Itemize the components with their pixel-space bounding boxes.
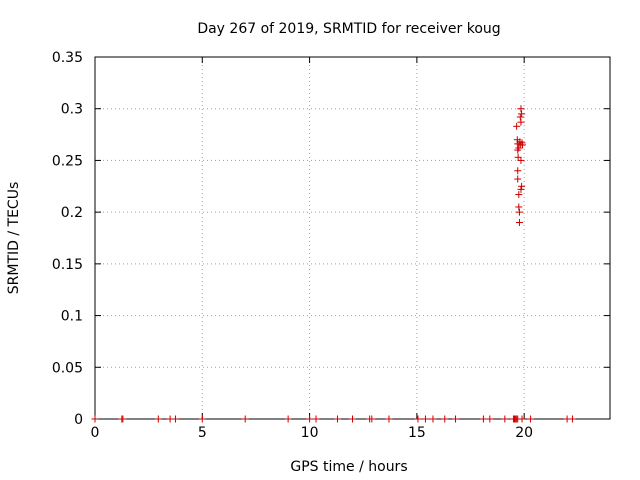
data-point (517, 156, 525, 164)
x-axis-label: GPS time / hours (290, 459, 407, 475)
data-point (513, 122, 521, 130)
data-point (568, 415, 576, 423)
data-point (198, 415, 206, 423)
data-point (515, 208, 523, 216)
data-point (421, 415, 429, 423)
data-point (452, 415, 459, 423)
data-point (306, 415, 314, 423)
plot-frame (94, 56, 611, 420)
data-point (414, 415, 422, 423)
data-point (349, 415, 356, 423)
data-points (91, 105, 576, 423)
data-point (517, 185, 525, 193)
y-tick-label: 0.2 (61, 205, 83, 221)
data-point (385, 415, 393, 423)
data-point (119, 415, 127, 423)
data-point (515, 191, 523, 199)
y-tick-label: 0.3 (61, 102, 83, 118)
data-point (518, 415, 526, 423)
data-point (284, 415, 292, 423)
chart-title: Day 267 of 2019, SRMTID for receiver kou… (197, 21, 500, 37)
data-point (515, 144, 523, 152)
data-point (515, 218, 523, 226)
x-tick-label: 5 (198, 425, 207, 441)
data-point (241, 415, 249, 423)
axis-ticks (94, 56, 610, 420)
data-point (517, 118, 525, 126)
data-point (515, 203, 523, 211)
data-point (486, 415, 494, 423)
data-point (368, 415, 376, 423)
data-point (333, 415, 341, 423)
data-point (518, 141, 526, 149)
x-tick-label: 0 (91, 425, 100, 441)
grid (95, 57, 610, 419)
y-tick-label: 0.15 (52, 257, 83, 273)
data-point (91, 415, 99, 423)
y-tick-label: 0.35 (52, 50, 83, 66)
data-point (514, 167, 522, 175)
data-point (514, 175, 522, 183)
y-axis-label: SRMTID / TECUs (6, 182, 22, 295)
data-point (501, 415, 509, 423)
y-tick-label: 0 (74, 412, 83, 428)
data-point (518, 110, 526, 118)
data-point (527, 415, 535, 423)
y-tick-label: 0.1 (61, 309, 83, 325)
y-tick-label: 0.05 (52, 360, 83, 376)
data-point (516, 113, 524, 121)
y-tick-label: 0.25 (52, 153, 83, 169)
data-point (479, 415, 487, 423)
data-point (312, 415, 320, 423)
data-point (518, 182, 526, 190)
data-point (171, 415, 179, 423)
tick-labels: 0 5 10 15 20 0 0.05 0.1 0.15 0.2 0.25 0.3 0.35 (52, 50, 533, 441)
data-point (154, 415, 162, 423)
x-tick-label: 15 (408, 425, 426, 441)
x-tick-label: 20 (515, 425, 533, 441)
data-point (517, 105, 525, 113)
data-point (441, 415, 449, 423)
data-point (429, 415, 437, 423)
x-tick-label: 10 (301, 425, 319, 441)
